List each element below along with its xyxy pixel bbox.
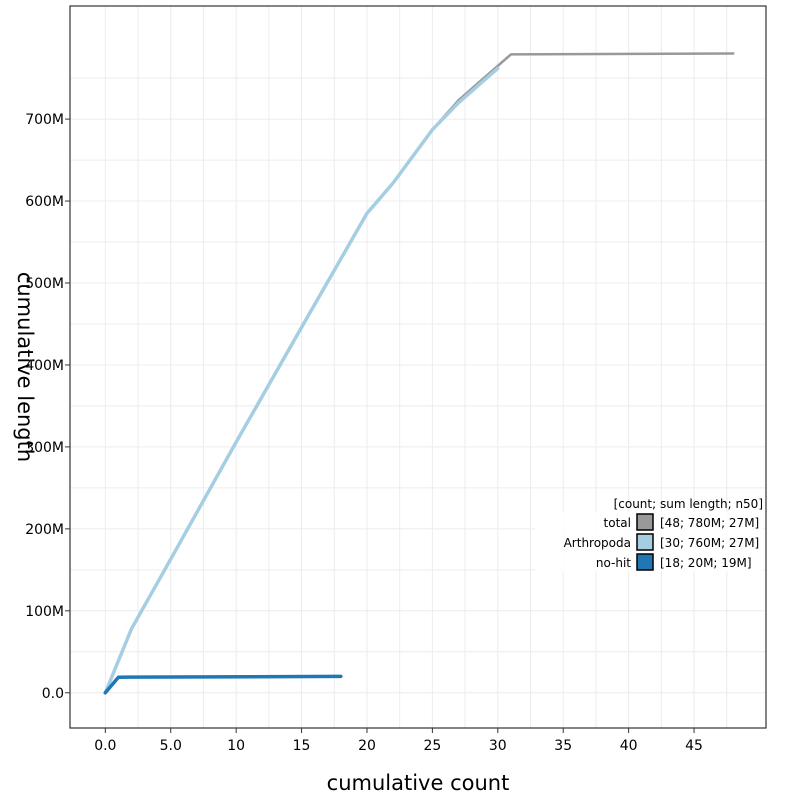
x-tick-label: 35 <box>554 738 572 754</box>
y-tick-label: 400M <box>25 358 64 374</box>
x-axis: 0.0 5.0 10 15 20 25 30 35 40 45 <box>94 728 703 754</box>
x-tick-label: 0.0 <box>94 738 116 754</box>
y-tick-label: 0.0 <box>42 686 64 702</box>
plot-frame <box>69 5 767 729</box>
series-line-arthropoda <box>103 66 500 695</box>
x-axis-title: cumulative count <box>327 771 510 795</box>
legend-swatch <box>636 553 654 571</box>
y-axis: 0.0 100M 200M 300M 400M 500M 600M 700M <box>25 112 70 702</box>
series-line-no-hit <box>103 674 343 695</box>
y-tick-label: 300M <box>25 440 64 456</box>
x-tick-label: 40 <box>620 738 638 754</box>
y-tick-label: 200M <box>25 522 64 538</box>
y-tick-label: 700M <box>25 112 64 128</box>
y-tick-label: 500M <box>25 276 64 292</box>
grid-lines <box>70 6 766 728</box>
y-tick-label: 100M <box>25 604 64 620</box>
legend-title: [count; sum length; n50] <box>614 497 763 511</box>
legend-label: total <box>604 516 631 530</box>
x-tick-label: 30 <box>489 738 507 754</box>
legend-label: no-hit <box>596 556 631 570</box>
x-tick-label: 25 <box>423 738 441 754</box>
legend-stats: [18; 20M; 19M] <box>660 556 752 570</box>
legend-stats: [30; 760M; 27M] <box>660 536 759 550</box>
y-tick-label: 600M <box>25 194 64 210</box>
legend-label: Arthropoda <box>564 536 631 550</box>
x-tick-label: 20 <box>358 738 376 754</box>
x-tick-label: 15 <box>293 738 311 754</box>
legend-swatch <box>636 533 654 551</box>
y-axis-title: cumulative length <box>13 272 37 462</box>
x-tick-label: 45 <box>685 738 703 754</box>
x-tick-label: 5.0 <box>160 738 182 754</box>
legend-swatch <box>636 513 654 531</box>
series-layer <box>103 52 735 695</box>
legend-stats: [48; 780M; 27M] <box>660 516 759 530</box>
x-tick-label: 10 <box>227 738 245 754</box>
legend: [count; sum length; n50] total [48; 780M;… <box>535 497 763 572</box>
